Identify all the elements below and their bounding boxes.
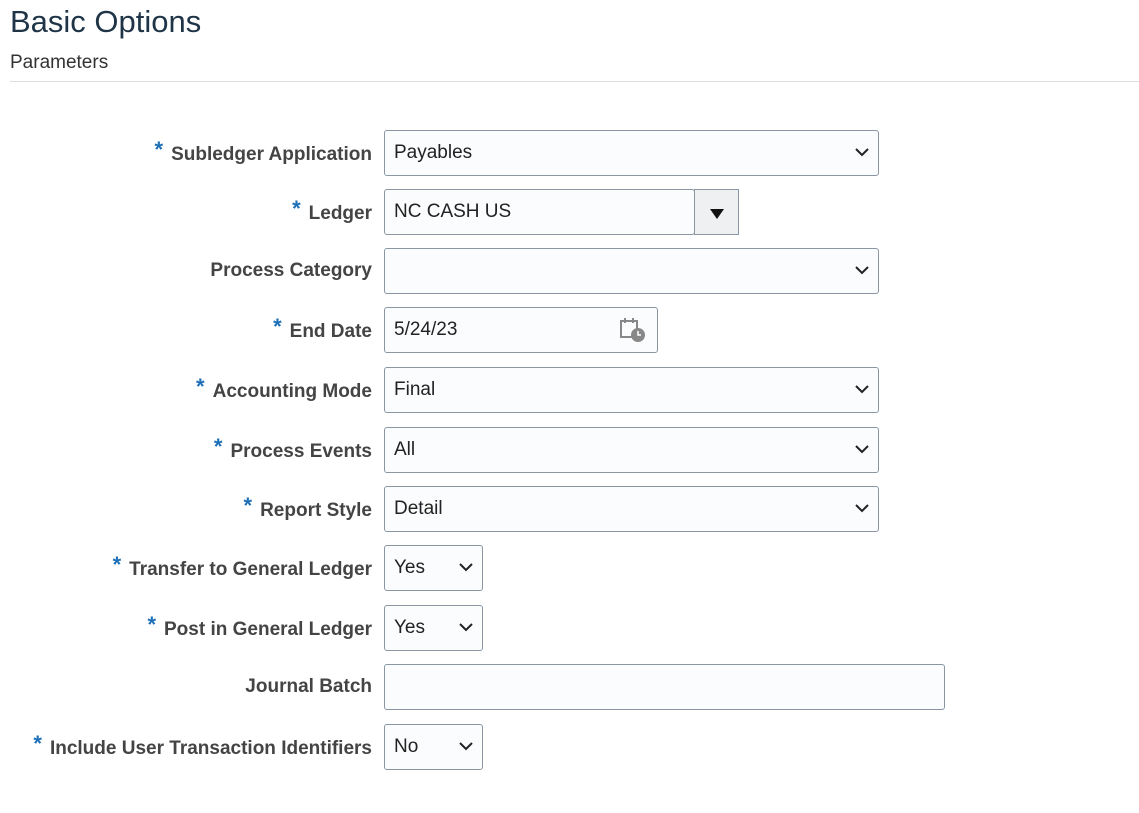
field-label: * Accounting Mode — [196, 374, 372, 402]
field-row-transfer-to-general-ledger: * Transfer to General Ledger Yes — [0, 545, 1139, 591]
required-icon: * — [112, 552, 122, 577]
section-subtitle: Parameters — [10, 52, 109, 73]
required-icon: * — [213, 434, 223, 459]
ledger-select[interactable]: NC CASH US — [384, 189, 695, 235]
include-user-transaction-identifiers-select[interactable]: No — [384, 724, 483, 770]
field-row-accounting-mode: * Accounting Mode Final — [0, 367, 1139, 413]
journal-batch-input[interactable] — [384, 664, 945, 710]
field-row-subledger-application: * Subledger Application Payables — [0, 130, 1139, 176]
field-row-process-category: Process Category — [0, 248, 1139, 294]
required-icon: * — [147, 612, 156, 637]
chevron-down-icon — [459, 623, 473, 632]
field-label: * Report Style — [243, 493, 372, 521]
page-title: Basic Options — [10, 4, 202, 39]
field-row-report-style: * Report Style Detail — [0, 486, 1139, 532]
required-icon: * — [33, 731, 42, 756]
subledger-application-select[interactable]: Payables — [384, 130, 879, 176]
field-label: * End Date — [273, 314, 372, 342]
end-date-date-input[interactable]: 5/24/23 — [384, 307, 658, 353]
field-row-ledger: * Ledger NC CASH US — [0, 189, 1139, 235]
field-label: * Transfer to General Ledger — [112, 552, 372, 580]
required-icon: * — [273, 314, 282, 339]
field-label: * Post in General Ledger — [147, 612, 372, 640]
required-icon: * — [196, 374, 205, 399]
accounting-mode-select[interactable]: Final — [384, 367, 879, 413]
report-style-select[interactable]: Detail — [384, 486, 879, 532]
process-events-select[interactable]: All — [384, 427, 879, 473]
post-in-general-ledger-select[interactable]: Yes — [384, 605, 483, 651]
chevron-down-icon — [855, 445, 869, 454]
divider — [10, 81, 1139, 82]
field-row-include-user-transaction-identifiers: * Include User Transaction Identifiers No — [0, 724, 1139, 770]
calendar-clock-icon[interactable] — [619, 316, 647, 344]
field-row-journal-batch: Journal Batch — [0, 664, 1139, 710]
field-row-post-in-general-ledger: * Post in General Ledger Yes — [0, 605, 1139, 651]
field-label: * Process Events — [213, 434, 372, 462]
field-label: Journal Batch — [245, 676, 372, 697]
chevron-down-icon — [855, 385, 869, 394]
caret-down-icon — [710, 209, 724, 219]
ledger-dropdown-button[interactable] — [694, 189, 739, 235]
field-label: Process Category — [210, 260, 372, 281]
chevron-down-icon — [855, 148, 869, 157]
field-label: * Subledger Application — [154, 137, 372, 165]
chevron-down-icon — [855, 266, 869, 275]
chevron-down-icon — [855, 504, 869, 513]
transfer-to-general-ledger-select[interactable]: Yes — [384, 545, 483, 591]
field-row-end-date: * End Date 5/24/23 — [0, 307, 1139, 353]
chevron-down-icon — [459, 563, 473, 572]
required-icon: * — [154, 137, 164, 162]
field-label: * Include User Transaction Identifiers — [33, 731, 372, 759]
required-icon: * — [292, 196, 301, 221]
field-row-process-events: * Process Events All — [0, 427, 1139, 473]
process-category-select[interactable] — [384, 248, 879, 294]
field-label: * Ledger — [292, 196, 372, 224]
required-icon: * — [243, 493, 253, 518]
chevron-down-icon — [459, 742, 473, 751]
